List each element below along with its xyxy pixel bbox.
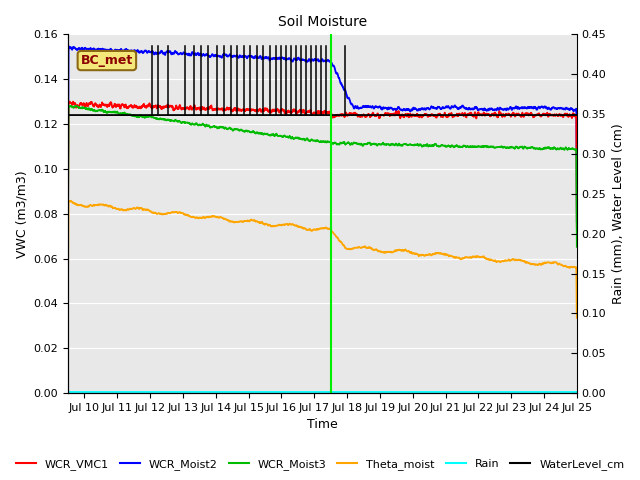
Theta_moist [65,198,72,204]
WaterLevel_cm [573,112,580,118]
Line: WCR_Moist3: WCR_Moist3 [68,106,577,247]
Title: Soil Moisture: Soil Moisture [278,15,367,29]
Theta_moist [573,315,580,321]
Y-axis label: VWC (m3/m3): VWC (m3/m3) [15,170,28,258]
WCR_Moist3 [558,146,566,152]
WCR_Moist2 [559,106,566,111]
Theta_moist [465,255,473,261]
WCR_Moist2 [573,219,580,225]
Theta_moist [558,262,566,268]
WCR_VMC1 [312,110,319,116]
WCR_VMC1 [559,113,566,119]
WCR_Moist3 [90,107,98,113]
WCR_Moist2 [64,182,72,188]
WCR_Moist2 [312,57,319,63]
WCR_VMC1 [64,217,72,223]
X-axis label: Time: Time [307,419,338,432]
Line: WCR_Moist2: WCR_Moist2 [68,46,577,222]
WCR_Moist2 [558,106,566,111]
Line: Theta_moist: Theta_moist [68,201,577,318]
WCR_VMC1 [90,103,98,109]
Rain [312,389,319,395]
Rain [298,389,306,395]
WCR_VMC1 [573,225,580,230]
Theta_moist [298,225,306,231]
WCR_Moist2 [90,46,98,52]
WaterLevel_cm [465,112,472,118]
Rain [64,389,72,395]
WaterLevel_cm [64,112,72,118]
WaterLevel_cm [90,112,98,118]
WCR_Moist3 [64,218,72,224]
Theta_moist [90,203,98,208]
Legend: WCR_VMC1, WCR_Moist2, WCR_Moist3, Theta_moist, Rain, WaterLevel_cm: WCR_VMC1, WCR_Moist2, WCR_Moist3, Theta_… [11,455,629,474]
WCR_Moist3 [298,136,306,142]
Theta_moist [64,275,72,280]
WCR_VMC1 [298,109,306,115]
WCR_Moist3 [67,103,75,108]
WaterLevel_cm [298,112,306,118]
Text: BC_met: BC_met [81,54,133,67]
WCR_Moist3 [465,144,473,150]
WaterLevel_cm [558,112,566,118]
Theta_moist [559,263,566,268]
WCR_Moist2 [65,43,72,49]
Rain [558,389,566,395]
WCR_Moist2 [298,57,306,62]
WaterLevel_cm [558,112,566,118]
WCR_Moist3 [312,138,319,144]
Rain [90,389,98,395]
Theta_moist [312,227,319,233]
Line: WCR_VMC1: WCR_VMC1 [68,101,577,228]
WCR_VMC1 [558,112,566,118]
WCR_Moist3 [573,244,580,250]
Y-axis label: Rain (mm), Water Level (cm): Rain (mm), Water Level (cm) [612,123,625,304]
Rain [558,389,566,395]
WaterLevel_cm [312,112,319,118]
WCR_VMC1 [66,98,74,104]
WCR_Moist3 [559,146,566,152]
Rain [465,389,472,395]
Rain [573,389,580,395]
WCR_Moist2 [465,105,473,111]
WCR_VMC1 [465,111,473,117]
